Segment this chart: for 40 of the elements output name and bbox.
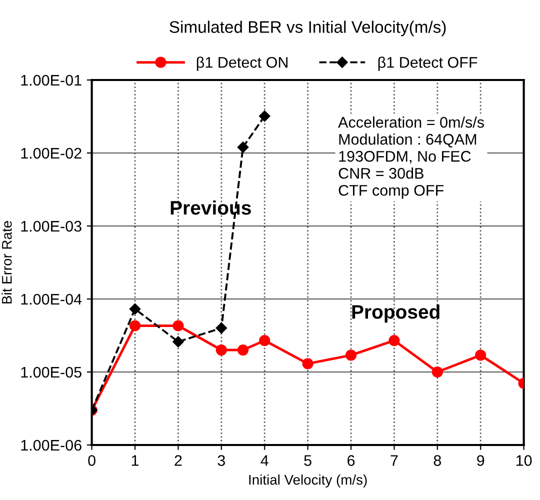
legend-label: β1 Detect OFF [378,56,478,71]
y-tick-label: 1.00E-02 [21,148,82,159]
annotation: Proposed [352,304,440,323]
point [172,320,184,332]
point [258,110,270,122]
x-tick-label: 2 [174,455,182,466]
x-tick-label: 1 [132,455,139,466]
point [475,350,486,361]
annotation: Previous [170,200,251,215]
y-tick-label: 1.00E-01 [21,74,82,86]
y-axis-title: Bit Error Rate [2,221,12,304]
point [129,303,141,315]
point [237,344,249,356]
x-tick-label: 10 [516,455,532,466]
point [345,350,357,361]
legend-label: β1 Detect ON [196,56,288,71]
y-tick-label: 1.00E-05 [21,366,82,378]
point [259,334,270,346]
point [216,344,227,356]
y-tick-label: 1.00E-03 [21,220,82,232]
point [237,142,249,153]
annotation: Acceleration = 0m/s/s Modulation : 64QAM 193OFDM, No FEC CNR = 30dB CTF comp OFF [338,116,484,199]
x-axis-title: Initial Velocity (m/s) [249,474,367,488]
y-tick-label: 1.00E-04 [21,294,82,305]
x-tick-label: 3 [218,455,225,466]
point [388,334,400,346]
point [129,320,141,332]
x-tick-label: 5 [304,455,312,466]
x-tick-label: 8 [434,455,441,466]
y-tick-label: 1.00E-06 [21,440,82,451]
point [302,358,314,370]
point [432,366,443,378]
x-tick-label: 4 [260,455,268,466]
chart-title: Simulated BER vs Initial Velocity(m/s) [170,20,446,36]
x-tick-label: 9 [477,455,484,466]
x-tick-label: 7 [390,455,398,466]
point [216,322,228,334]
x-tick-label: 6 [348,455,355,466]
x-tick-label: 0 [88,455,96,466]
point [172,336,184,348]
